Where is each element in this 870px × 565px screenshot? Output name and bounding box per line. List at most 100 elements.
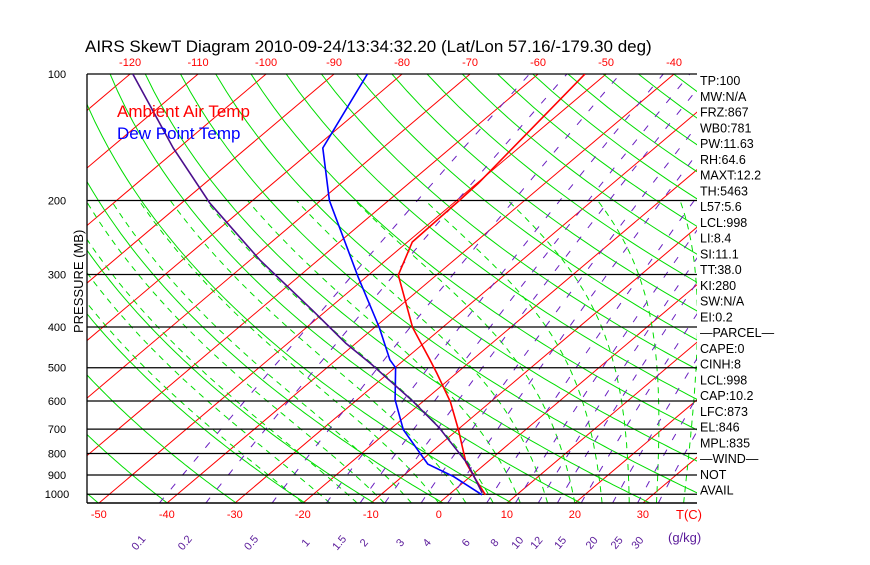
bottom-temp-tick-label: 30: [637, 509, 649, 521]
mixing-ratio-line: [538, 74, 828, 503]
mixing-ratio-tick-label: 8: [488, 537, 501, 549]
dry-adiabat-line: [779, 74, 870, 503]
sounding-index-label: CAP:10.2: [700, 389, 754, 403]
mixing-ratio-tick-label: 12: [528, 535, 545, 552]
bottom-temp-tick-label: 10: [501, 509, 513, 521]
mixing-ratio-tick-label: 20: [584, 535, 601, 552]
pressure-tick-label: 200: [48, 195, 66, 207]
bottom-temp-tick-label: -10: [363, 509, 379, 521]
pressure-tick-label: 300: [48, 269, 66, 281]
sounding-index-label: LFC:873: [700, 405, 748, 419]
sounding-index-label: —WIND—: [700, 452, 759, 466]
top-temp-tick-label: -120: [119, 57, 141, 69]
isotherm-line: [167, 74, 674, 503]
pressure-tick-label: 600: [48, 396, 66, 408]
mixing-ratio-tick-label: 2: [358, 537, 371, 549]
mixing-ratio-tick-label: 25: [609, 535, 626, 552]
sounding-index-label: PW:11.63: [700, 137, 754, 151]
pressure-tick-label: 700: [48, 424, 66, 436]
mixing-ratio-line: [326, 74, 663, 503]
top-temp-tick-label: -90: [326, 57, 342, 69]
mixing-ratio-tick-label: 6: [460, 537, 473, 549]
mixing-ratio-line: [658, 74, 870, 503]
moist-adiabat-line: [111, 201, 412, 504]
x-axis-label: T(C): [676, 507, 702, 522]
mixing-ratio-tick-label: 30: [629, 535, 646, 552]
mixing-ratio-tick-label: 0.5: [242, 533, 261, 552]
sounding-index-label: SW:N/A: [700, 295, 745, 309]
y-axis-label: PRESSURE (MB): [71, 230, 86, 333]
pressure-tick-label: 800: [48, 448, 66, 460]
mixing-ratio-tick-label: 0.2: [176, 533, 195, 552]
sounding-index-label: KI:280: [700, 279, 736, 293]
sounding-index-label: MPL:835: [700, 436, 750, 450]
pressure-tick-label: 1000: [45, 489, 69, 501]
dry-adiabat-line: [0, 74, 30, 503]
dry-adiabat-line: [744, 74, 870, 503]
pressure-tick-label: 100: [48, 69, 66, 81]
sounding-index-label: CINH:8: [700, 358, 741, 372]
isotherm-line: [643, 74, 870, 503]
sounding-index-label: MW:N/A: [700, 90, 747, 104]
sounding-index-label: L57:5.6: [700, 200, 742, 214]
top-temp-tick-label: -100: [255, 57, 277, 69]
sounding-index-label: WB0:781: [700, 121, 751, 135]
mixing-ratio-line: [272, 74, 620, 503]
mixing-ratio-line: [385, 74, 710, 503]
pressure-tick-label: 900: [48, 470, 66, 482]
top-temp-tick-label: -50: [598, 57, 614, 69]
pressure-tick-label: 500: [48, 363, 66, 375]
sounding-index-label: LI:8.4: [700, 232, 731, 246]
chart-title: AIRS SkewT Diagram 2010-09-24/13:34:32.2…: [85, 37, 652, 56]
mixing-ratio-unit-label: (g/kg): [668, 530, 701, 545]
isotherm-line: [235, 74, 742, 503]
mixing-ratio-tick-label: 0.1: [129, 533, 148, 552]
sounding-index-label: RH:64.6: [700, 153, 746, 167]
isotherm-line: [0, 74, 130, 503]
sounding-index-label: LCL:998: [700, 216, 747, 230]
dry-adiabat-line: [40, 74, 444, 503]
sounding-index-label: SI:11.1: [700, 247, 739, 261]
bottom-temp-tick-label: -50: [91, 509, 107, 521]
top-temp-tick-label: -110: [187, 57, 208, 69]
top-temp-tick-label: -40: [666, 57, 682, 69]
isotherm-line: [779, 74, 870, 503]
sounding-index-label: NOT: [700, 468, 727, 482]
sounding-index-label: LCL:998: [700, 373, 747, 387]
moist-adiabat-line: [170, 201, 466, 504]
mixing-ratio-tick-label: 10: [509, 535, 526, 552]
bottom-temp-tick-label: -20: [295, 509, 311, 521]
isotherm-line: [0, 74, 62, 503]
bottom-temp-tick-label: -40: [159, 509, 175, 521]
sounding-index-label: FRZ:867: [700, 106, 749, 120]
mixing-ratio-tick-label: 3: [394, 537, 407, 549]
top-temp-tick-label: -60: [530, 57, 546, 69]
moist-adiabat-line: [206, 201, 493, 504]
mixing-ratio-tick-label: 1: [299, 537, 312, 549]
sounding-index-label: TH:5463: [700, 184, 748, 198]
top-temp-tick-label: -80: [394, 57, 410, 69]
mixing-ratio-line: [638, 74, 870, 503]
bottom-temp-tick-label: -30: [227, 509, 243, 521]
isotherm-line: [371, 74, 870, 503]
dry-adiabat-line: [251, 74, 857, 503]
legend-dew-point-temp: Dew Point Temp: [117, 124, 240, 143]
bottom-temp-tick-label: 20: [569, 509, 581, 521]
mixing-ratio-tick-label: 4: [421, 537, 434, 549]
isotherm-line: [439, 74, 870, 503]
legend-ambient-air-temp: Ambient Air Temp: [117, 102, 250, 121]
sounding-index-label: AVAIL: [700, 484, 734, 498]
sounding-index-label: EI:0.2: [700, 310, 733, 324]
mixing-ratio-tick-label: 1.5: [330, 533, 349, 552]
mixing-ratio-line: [206, 74, 567, 503]
top-temp-tick-label: -70: [462, 57, 478, 69]
pressure-tick-label: 400: [48, 322, 66, 334]
sounding-index-label: MAXT:12.2: [700, 169, 761, 183]
sounding-index-label: TP:100: [700, 74, 740, 88]
dry-adiabat-line: [357, 74, 870, 503]
mixing-ratio-tick-label: 15: [552, 535, 569, 552]
mixing-ratio-line: [421, 74, 738, 503]
bottom-temp-tick-label: 0: [436, 509, 442, 521]
sounding-index-label: CAPE:0: [700, 342, 745, 356]
